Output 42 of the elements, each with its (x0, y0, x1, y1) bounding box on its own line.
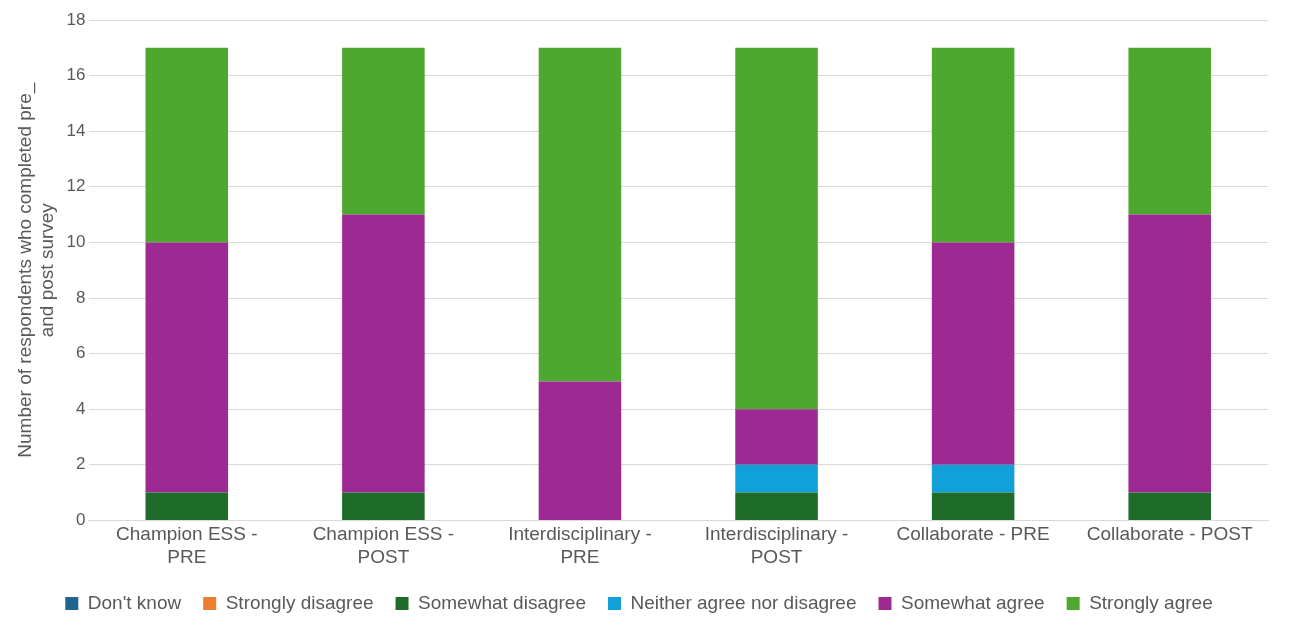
x-tick-label: Interdisciplinary - PRE (508, 523, 652, 567)
x-tick-label: Collaborate - PRE (896, 523, 1050, 545)
y-tick-label: 6 (76, 343, 86, 363)
legend-label: Somewhat disagree (418, 591, 586, 613)
y-axis-title: Number of respondents who completed pre_ and post survey (13, 82, 58, 458)
y-tick-label: 14 (66, 120, 86, 140)
bar (145, 47, 229, 243)
legend-label: Strongly agree (1089, 591, 1213, 613)
x-tick-label: Champion ESS - POST (312, 523, 455, 567)
bar (735, 47, 818, 410)
bar (145, 492, 229, 520)
y-tick-label: 10 (66, 232, 86, 252)
legend-label: Don't know (87, 591, 182, 613)
bar (538, 381, 622, 520)
bar (342, 492, 425, 520)
legend-label: Strongly disagree (225, 591, 374, 613)
legend-label: Somewhat agree (901, 591, 1045, 613)
bar (931, 492, 1015, 520)
x-tick-label: Champion ESS - PRE (116, 523, 258, 567)
y-tick-label: 12 (66, 176, 86, 196)
y-tick-label: 2 (76, 454, 86, 474)
bar (1128, 47, 1211, 215)
bar (931, 242, 1015, 465)
bar (931, 47, 1015, 243)
bar (342, 214, 425, 493)
bar (735, 492, 818, 520)
bar (342, 47, 425, 215)
y-tick-label: 4 (76, 398, 86, 418)
y-tick-label: 16 (66, 65, 86, 85)
bar (931, 464, 1015, 493)
bar (735, 464, 818, 493)
bar (145, 242, 229, 493)
y-tick-label: 8 (76, 287, 86, 307)
bar (1128, 214, 1211, 493)
bar (538, 47, 622, 382)
bar (735, 409, 818, 465)
bar (1128, 492, 1211, 520)
x-tick-label: Collaborate - POST (1086, 523, 1253, 545)
x-tick-label: Interdisciplinary - POST (704, 523, 849, 567)
legend-label: Neither agree nor disagree (630, 591, 857, 613)
y-tick-label: 0 (76, 510, 86, 530)
y-tick-label: 18 (66, 9, 86, 29)
